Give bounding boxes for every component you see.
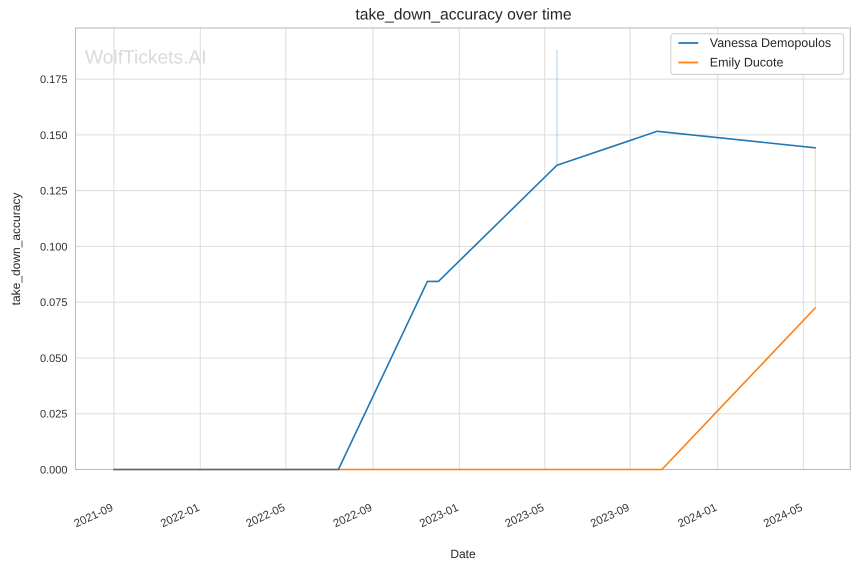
svg-text:Vanessa Demopoulos: Vanessa Demopoulos	[710, 36, 831, 50]
svg-text:0.100: 0.100	[40, 241, 68, 253]
svg-text:0.125: 0.125	[40, 186, 68, 198]
svg-text:0.050: 0.050	[40, 353, 68, 365]
svg-text:0.025: 0.025	[40, 409, 68, 421]
svg-text:take_down_accuracy: take_down_accuracy	[9, 193, 23, 306]
svg-text:0.150: 0.150	[40, 130, 68, 142]
svg-text:take_down_accuracy over time: take_down_accuracy over time	[355, 7, 572, 24]
svg-text:Date: Date	[450, 547, 476, 561]
svg-text:0.075: 0.075	[40, 297, 68, 309]
svg-text:0.000: 0.000	[40, 465, 68, 477]
svg-text:0.175: 0.175	[40, 74, 68, 86]
svg-text:Emily Ducote: Emily Ducote	[710, 56, 784, 70]
svg-text:WolfTickets.AI: WolfTickets.AI	[85, 48, 207, 69]
